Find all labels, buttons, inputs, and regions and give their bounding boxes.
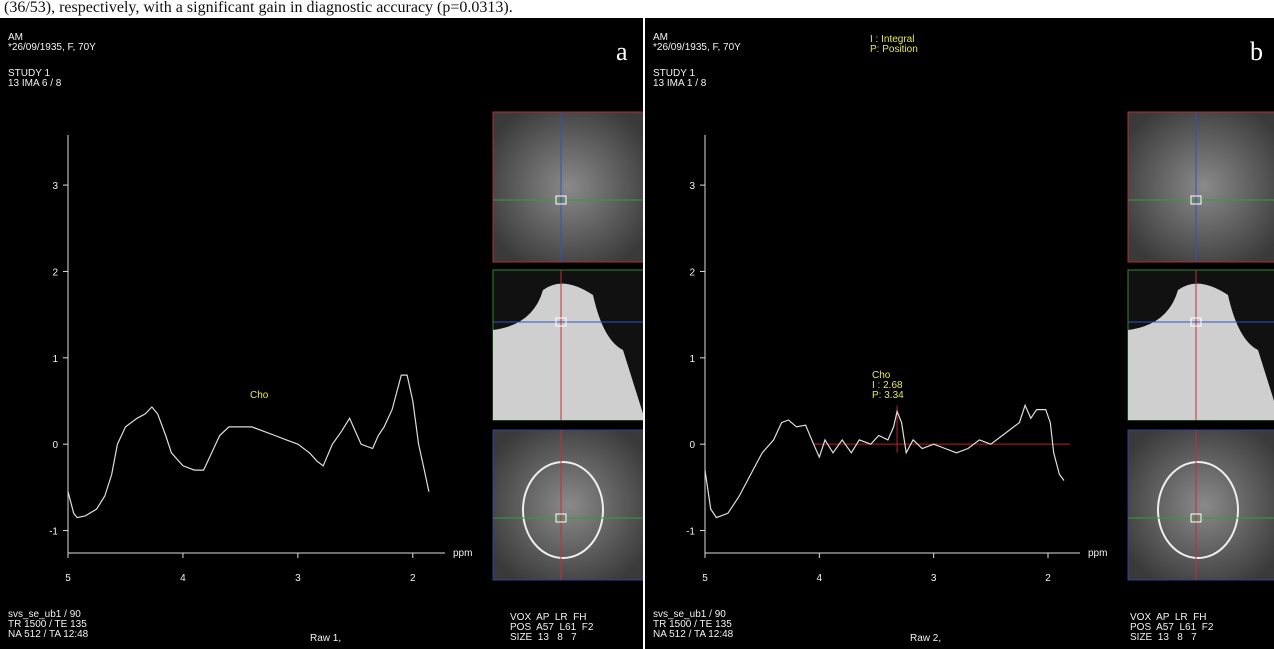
sequence-param: NA 512 / TA 12:48 [8, 629, 89, 640]
x-axis-label: ppm [1088, 548, 1107, 559]
legend-entry: P: Position [870, 44, 918, 55]
y-tick-label: 0 [52, 440, 58, 451]
panel-label: a [616, 37, 628, 66]
x-tick-label: 3 [295, 573, 301, 584]
x-tick-label: 2 [410, 573, 416, 584]
image-index: 13 IMA 6 / 8 [8, 78, 62, 89]
localizer-image [1128, 112, 1274, 262]
voxel-info: SIZE 13 8 7 [510, 632, 577, 643]
caption: (36/53), respectively, with a significan… [4, 0, 513, 16]
y-tick-label: -1 [686, 527, 695, 538]
dob: *26/09/1935, F, 70Y [8, 42, 96, 53]
image-index: 13 IMA 1 / 8 [653, 78, 707, 89]
sequence-param: NA 512 / TA 12:48 [653, 629, 734, 640]
y-tick-label: 2 [52, 267, 58, 278]
localizer-image [493, 112, 645, 262]
peak-annotation: Cho [250, 390, 269, 401]
figure: (36/53), respectively, with a significan… [0, 0, 1274, 649]
y-tick-label: 2 [689, 267, 695, 278]
x-axis-label: ppm [453, 548, 472, 559]
y-tick-label: -1 [49, 527, 58, 538]
panel-label: b [1250, 37, 1263, 66]
x-tick-label: 2 [1045, 573, 1051, 584]
page: (36/53), respectively, with a significan… [0, 0, 1274, 649]
y-tick-label: 1 [52, 354, 58, 365]
voxel-info: SIZE 13 8 7 [1130, 632, 1197, 643]
raw-label: Raw 1, [310, 633, 341, 644]
y-tick-label: 0 [689, 440, 695, 451]
x-tick-label: 4 [180, 573, 186, 584]
raw-label: Raw 2, [910, 633, 941, 644]
peak-annotation: P: 3.34 [872, 390, 904, 401]
x-tick-label: 5 [702, 573, 708, 584]
y-tick-label: 3 [689, 181, 695, 192]
x-tick-label: 5 [65, 573, 71, 584]
y-tick-label: 3 [52, 181, 58, 192]
x-tick-label: 3 [931, 573, 937, 584]
y-tick-label: 1 [689, 354, 695, 365]
x-tick-label: 4 [817, 573, 823, 584]
dob: *26/09/1935, F, 70Y [653, 42, 741, 53]
